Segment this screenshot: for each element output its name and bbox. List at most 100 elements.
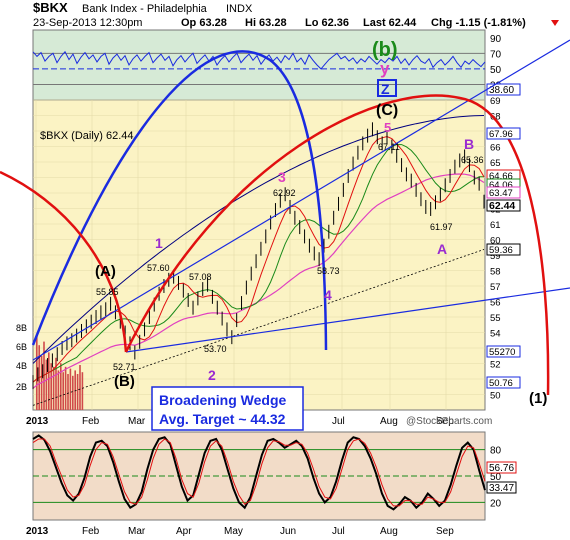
slow-x-label: Sep [436,526,454,537]
volume-bar [74,370,76,410]
volume-tick-label: 8B [16,323,27,333]
price-label: 67.11 [378,142,400,152]
volume-bar [81,372,84,410]
slow-x-label: Jun [280,526,296,537]
right-readout-label: 50.76 [489,378,513,389]
index-name: Bank Index - Philadelphia [82,3,208,15]
down-arrow-icon [551,20,559,26]
price-tick-label: 66 [490,143,501,154]
right-readout-label: 64.66 [489,171,513,182]
slow-d-line [32,438,486,507]
ma20-line [32,143,485,383]
exchange-label: INDX [226,3,253,15]
slow-x-label: 2013 [26,526,49,537]
right-readout-label: 55270 [489,347,515,358]
price-tick-label: 52 [490,360,501,371]
volume-axis: 8B 6B 4B 2B [16,323,27,392]
broadening-wedge-callout: Broadening Wedge Avg. Target ~ 44.32 [151,386,304,431]
rsi-readout: 38.60 [486,83,521,96]
volume-bar [36,334,38,410]
volume-bar [72,375,74,410]
volume-tick-label: 4B [16,361,27,371]
rsi-axis: 90705030 [490,34,502,92]
symbol-title: $BKX [33,0,68,15]
slow-x-label: Aug [380,526,398,537]
high-label: Hi 63.28 [245,17,287,29]
price-label: 53.70 [204,344,227,354]
low-label: Lo 62.36 [305,17,349,29]
wave-label: 4 [324,287,332,303]
right-readout-box [486,127,521,140]
price-label: 62.92 [273,188,296,198]
rsi-tick-label: 70 [490,49,502,60]
right-readout-label: 67.96 [489,129,513,140]
price-label: 65.36 [461,155,484,165]
wave-box-label: Z [381,81,390,97]
volume-tick-label: 2B [16,382,27,392]
wave-label: 2 [208,367,216,383]
slow-tick-label: 20 [490,498,502,509]
right-readout-box [486,243,521,256]
price-tick-label: 65 [490,158,501,169]
price-tick-label: 61 [490,220,501,231]
volume-bar [50,363,52,410]
price-tick-label: 57 [490,282,501,293]
red-cycle-arc-main [124,94,550,396]
price-tick-label: 60 [490,236,501,247]
price-label: 52.71 [113,362,136,372]
wave-label: (1) [529,390,547,407]
slow-x-label: Mar [128,526,146,537]
wedge-lower-trendline [125,287,570,353]
rsi-readout-value: 38.60 [489,85,514,96]
slow-x-label: May [224,526,243,537]
price-tick-label: 56 [490,298,501,309]
callout-line1: Broadening Wedge [159,392,287,408]
watermark: @StockCharts.com [406,416,492,427]
wave-label: (B) [114,373,135,390]
price-label: 58.73 [317,266,340,276]
ma200-line [32,249,485,406]
right-readout-label: 62.44 [489,200,515,212]
wedge-upper-trendline [32,39,570,361]
price-tick-label: 54 [490,329,501,340]
price-x-label: 2013 [26,416,49,427]
price-labels: 55.85 57.60 57.08 52.71 53.70 62.92 58.73 67.11… [96,142,484,372]
slow-tick-label: 50 [490,472,502,483]
right-readout-box [486,186,521,199]
right-readout-box [486,199,521,212]
right-readout-box [486,345,521,358]
slow-x-label: Feb [82,526,100,537]
volume-bar [45,359,48,410]
price-legend: $BKX (Daily) 62.44 [40,130,134,142]
price-tick-label: 58 [490,267,501,278]
slow-x-label: Apr [176,526,192,537]
volume-bar [67,374,69,410]
price-tick-label: 68 [490,112,501,123]
price-x-label: Mar [128,416,146,427]
volume-bar [43,341,45,410]
volume-bar [62,372,64,410]
price-gridlines [33,99,485,410]
upper-channel-line [32,115,485,364]
price-tick-label: 59 [490,251,501,262]
wave-label: A [437,241,447,257]
wave-box [377,79,397,97]
price-tick-label: 69 [490,96,501,107]
price-bars [32,122,485,390]
price-label: 55.85 [96,287,119,297]
change-label: Chg -1.15 (-1.81%) [431,17,526,29]
slow-k-line [32,434,486,511]
price-x-label: Jul [332,416,345,427]
volume-bar [57,370,60,410]
volume-bar [79,365,81,410]
price-label: 57.60 [147,263,170,273]
wave-label: y [380,59,390,78]
price-x-label: Aug [380,416,398,427]
wave-label: (A) [95,263,116,280]
right-readout-box [486,376,521,389]
volume-bar [55,357,57,410]
slow-x-axis: 2013 Feb Mar Apr May Jun Jul Aug Sep [26,526,454,537]
date-label: 23-Sep-2013 12:30pm [33,17,142,29]
price-label: 61.97 [430,222,453,232]
